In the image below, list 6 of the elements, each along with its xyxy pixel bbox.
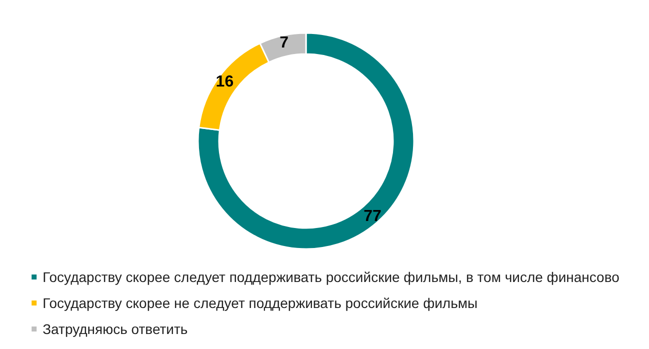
legend-label: Затрудняюсь ответить <box>42 321 188 337</box>
data-label: 7 <box>280 34 289 52</box>
legend-label: Государству скорее не следует поддерживать российские фильмы <box>42 295 478 311</box>
data-label: 16 <box>216 73 234 90</box>
legend-label: Государству скорее следует поддерживать российские фильмы, в том числе финансово <box>42 269 620 285</box>
data-label: 77 <box>364 208 382 225</box>
